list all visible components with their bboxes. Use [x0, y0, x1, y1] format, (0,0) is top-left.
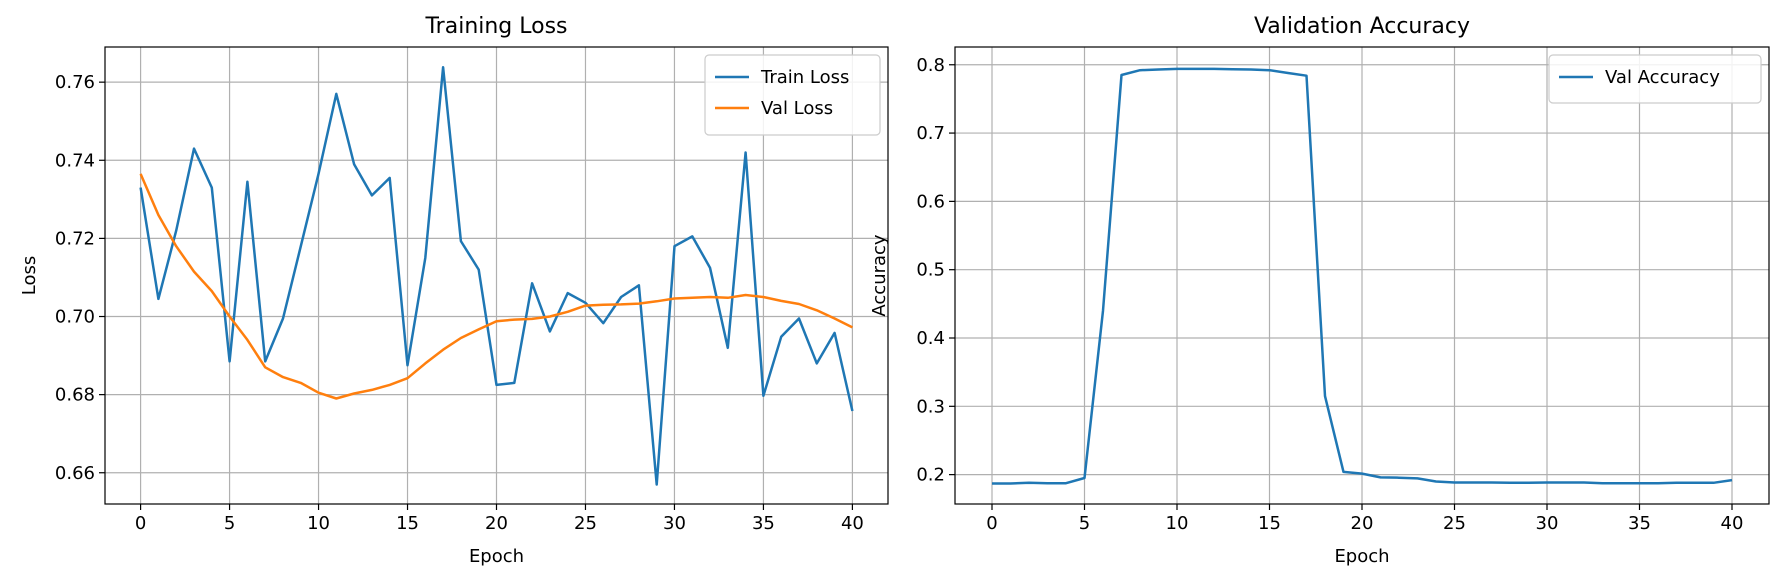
chart-panel-1: 0 5 10 15 20 25 30 35 40 0.66 0.68 0.70 0.72 0.74 0.76…: [19, 14, 889, 567]
x-tick-label: 20: [1351, 513, 1374, 534]
y-axis-label: Accuracy: [869, 234, 890, 317]
y-tick-label: 0.74: [55, 150, 95, 171]
y-tick-label: 0.2: [916, 465, 945, 486]
x-tick-label: 10: [1166, 513, 1189, 534]
chart-panel-2: 0 5 10 15 20 25 30 35 40 0.2 0.3 0.4 0.5 0.6 0.7 0.8 Val…: [869, 14, 1770, 567]
chart-title: Training Loss: [424, 14, 567, 39]
x-tick-label: 30: [663, 513, 686, 534]
legend-label: Train Loss: [760, 67, 849, 88]
x-tick-label: 5: [1079, 513, 1090, 534]
chart-title: Validation Accuracy: [1254, 14, 1470, 39]
legend-box: [1548, 54, 1762, 104]
x-tick-label: 25: [1443, 513, 1466, 534]
x-tick-label: 5: [224, 513, 235, 534]
x-axis-label: Epoch: [1334, 546, 1389, 567]
y-tick-label: 0.3: [916, 396, 945, 417]
series-line-1: [139, 66, 854, 486]
y-tick-label: 0.76: [55, 72, 95, 93]
legend: Val Accuracy: [1548, 54, 1762, 104]
x-tick-label: 0: [986, 513, 997, 534]
y-tick-label: 0.4: [916, 328, 945, 349]
y-tick-label: 0.7: [916, 123, 945, 144]
y-axis-label: Loss: [19, 256, 40, 295]
legend-label: Val Accuracy: [1605, 67, 1720, 88]
x-tick-label: 15: [1258, 513, 1281, 534]
x-tick-label: 40: [841, 513, 864, 534]
x-tick-label: 10: [307, 513, 330, 534]
legend: Train Loss Val Loss: [704, 54, 881, 136]
x-axis-label: Epoch: [469, 546, 524, 567]
x-tick-label: 40: [1721, 513, 1744, 534]
series-line-2: [139, 173, 853, 400]
y-tick-label: 0.8: [916, 55, 945, 76]
x-tick-label: 15: [396, 513, 419, 534]
y-tick-label: 0.66: [55, 463, 95, 484]
y-tick-label: 0.70: [55, 307, 95, 328]
y-tick-label: 0.72: [55, 228, 95, 249]
legend-box: [704, 54, 881, 136]
y-tick-label: 0.68: [55, 385, 95, 406]
x-tick-label: 0: [135, 513, 146, 534]
y-tick-label: 0.6: [916, 191, 945, 212]
y-tick-label: 0.5: [916, 260, 945, 281]
x-tick-label: 35: [1628, 513, 1651, 534]
x-tick-label: 30: [1536, 513, 1559, 534]
x-tick-label: 25: [574, 513, 597, 534]
x-tick-label: 20: [485, 513, 508, 534]
series-line-1: [992, 67, 1733, 485]
legend-label: Val Loss: [761, 98, 833, 119]
x-tick-label: 35: [752, 513, 775, 534]
